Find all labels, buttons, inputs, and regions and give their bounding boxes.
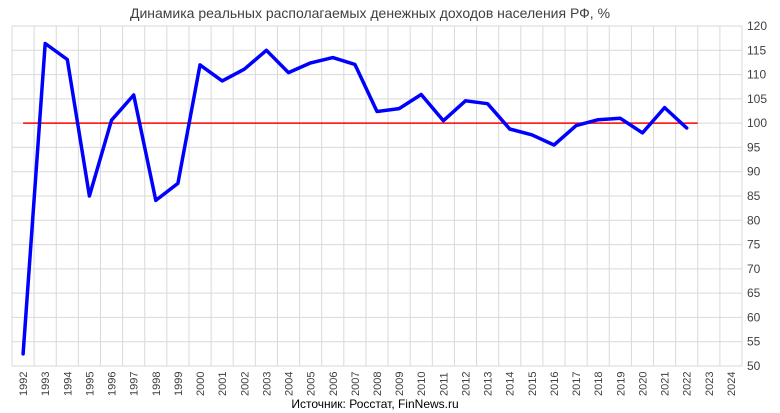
x-tick-label: 2019 (615, 372, 627, 396)
y-tick-label: 60 (747, 310, 761, 324)
y-tick-label: 55 (747, 335, 761, 349)
x-tick-label: 2008 (372, 372, 384, 396)
x-tick-label: 1994 (62, 372, 74, 396)
x-tick-label: 2013 (483, 372, 495, 396)
y-tick-label: 110 (747, 68, 766, 82)
x-tick-label: 1999 (173, 372, 185, 396)
x-tick-label: 2022 (682, 372, 694, 396)
x-tick-label: 2016 (549, 372, 561, 396)
x-tick-label: 2006 (328, 372, 340, 396)
y-axis: 50 55 60 65 70 75 80 85 90 95 100 105 110 115 120 (747, 19, 767, 373)
y-tick-label: 75 (747, 238, 761, 252)
x-tick-label: 2017 (571, 372, 583, 396)
x-tick-label: 2005 (306, 372, 318, 396)
x-tick-label: 2012 (460, 372, 472, 396)
y-tick-label: 100 (747, 116, 767, 130)
source-note: Источник: Росстат, FinNews.ru (291, 397, 458, 411)
y-tick-label: 95 (747, 140, 761, 154)
x-tick-label: 2003 (261, 372, 273, 396)
x-tick-label: 2023 (704, 372, 716, 396)
y-tick-label: 85 (747, 189, 761, 203)
x-tick-label: 1993 (40, 372, 52, 396)
x-tick-label: 2009 (394, 372, 406, 396)
y-tick-label: 90 (747, 165, 761, 179)
y-tick-label: 115 (747, 43, 766, 57)
series-layer (21, 41, 689, 356)
x-tick-label: 1992 (18, 372, 30, 396)
x-tick-label: 2021 (660, 372, 672, 396)
x-tick-label: 2015 (527, 372, 539, 396)
plot-frame (11, 25, 743, 367)
x-axis: 1992 1993 1994 1995 1996 1997 1998 1999 2000 2001… (18, 372, 738, 396)
x-tick-label: 1997 (129, 372, 141, 396)
y-tick-label: 65 (747, 286, 761, 300)
x-tick-label: 1995 (84, 372, 96, 396)
x-tick-label: 2000 (195, 372, 207, 396)
x-tick-label: 2024 (726, 372, 738, 396)
x-tick-label: 2014 (505, 372, 517, 396)
x-tick-label: 2004 (284, 372, 296, 396)
x-tick-label: 2002 (239, 372, 251, 396)
x-tick-label: 1996 (107, 372, 119, 396)
y-tick-label: 80 (747, 213, 761, 227)
x-tick-label: 2007 (350, 372, 362, 396)
x-tick-label: 1998 (151, 372, 163, 396)
x-tick-label: 2018 (593, 372, 605, 396)
y-tick-label: 50 (747, 359, 761, 373)
chart-title: Динамика реальных располагаемых денежных… (130, 5, 610, 21)
series-line (21, 41, 689, 356)
x-tick-label: 2010 (416, 372, 428, 396)
x-tick-label: 2020 (637, 372, 649, 396)
y-tick-label: 120 (747, 19, 767, 33)
x-tick-label: 2001 (217, 372, 229, 396)
y-tick-label: 70 (747, 262, 761, 276)
x-tick-label: 2011 (438, 372, 450, 396)
y-tick-label: 105 (747, 92, 767, 106)
